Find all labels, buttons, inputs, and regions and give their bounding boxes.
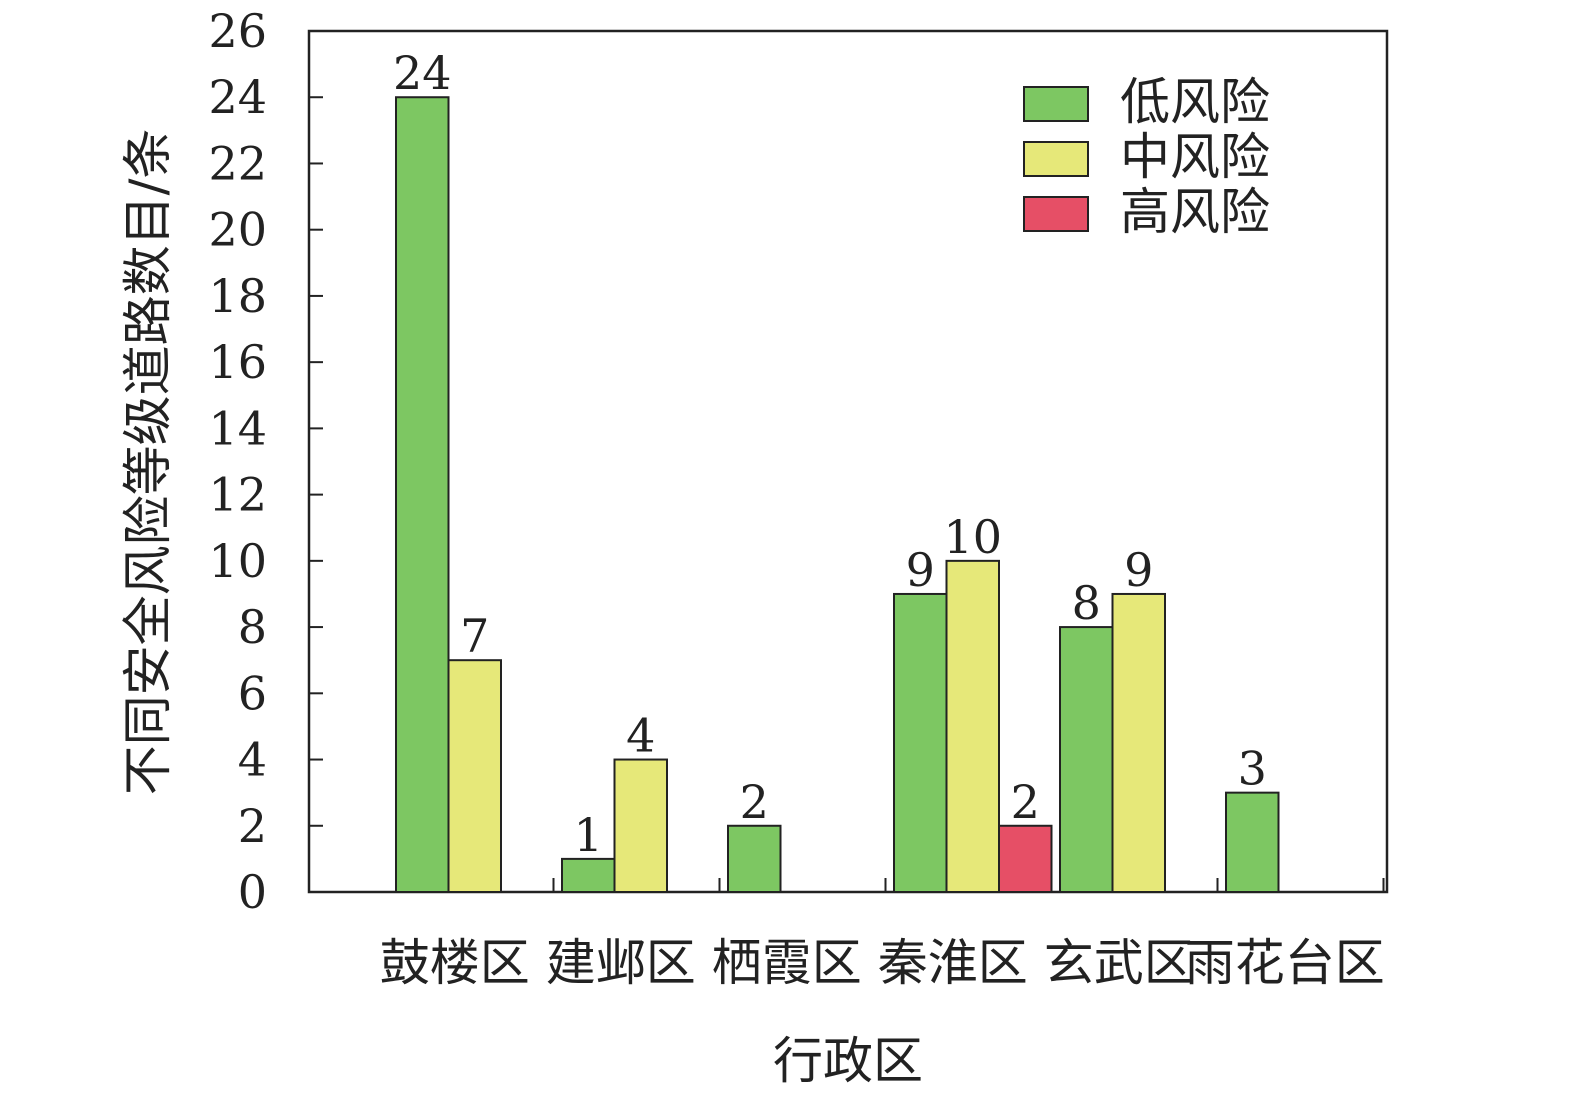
y-tick-label: 6: [238, 666, 267, 720]
data-label: 3: [1238, 742, 1267, 796]
data-label: 7: [460, 609, 489, 663]
bar: [1059, 626, 1114, 893]
y-tick-label: 26: [208, 4, 267, 58]
legend-swatch: [1023, 196, 1089, 232]
x-tick-label: 鼓楼区: [380, 934, 530, 992]
y-tick-label: 24: [208, 70, 267, 124]
bar: [447, 659, 502, 894]
y-tick-label: 14: [208, 401, 267, 455]
legend-label: 中风险: [1120, 128, 1270, 186]
data-label: 2: [1011, 775, 1040, 829]
bar: [945, 559, 1000, 893]
x-tick-label: 秦淮区: [878, 934, 1028, 992]
data-label: 8: [1072, 576, 1101, 630]
bar: [893, 592, 948, 893]
y-tick-label: 10: [208, 534, 267, 588]
y-tick-label: 12: [208, 468, 267, 522]
x-tick-label: 建邺区: [546, 934, 696, 992]
legend-label: 高风险: [1120, 183, 1270, 241]
y-tick-label: 2: [238, 799, 267, 853]
data-label: 10: [943, 510, 1002, 564]
legend-swatch: [1023, 141, 1089, 177]
legend-swatch: [1023, 86, 1089, 122]
y-tick-label: 18: [208, 269, 267, 323]
y-axis-label: 不同安全风险等级道路数目/条: [119, 129, 177, 796]
data-label: 9: [906, 543, 935, 597]
bar: [998, 824, 1053, 893]
y-tick-label: 4: [238, 733, 267, 787]
y-tick-label: 8: [238, 600, 267, 654]
x-axis-label: 行政区: [773, 1032, 923, 1090]
data-label: 2: [740, 775, 769, 829]
bar: [727, 824, 782, 893]
y-tick-label: 16: [208, 335, 267, 389]
x-tick-label: 玄武区: [1044, 934, 1194, 992]
data-label: 9: [1124, 543, 1153, 597]
bars: [395, 96, 1280, 894]
bar: [395, 96, 450, 893]
data-label: 4: [626, 709, 655, 763]
y-tick-label: 20: [208, 203, 267, 257]
bar: [613, 758, 668, 893]
x-tick-label: 雨花台区: [1185, 934, 1385, 992]
legend-label: 低风险: [1120, 73, 1270, 131]
data-label: 24: [393, 46, 452, 100]
x-tick-label: 栖霞区: [712, 934, 862, 992]
bar: [561, 857, 616, 894]
y-tick-label: 0: [238, 865, 267, 919]
plot-frame: [307, 29, 1389, 894]
bar: [1111, 592, 1166, 893]
y-tick-label: 22: [208, 136, 267, 190]
bar: [1225, 791, 1280, 894]
data-label: 1: [574, 808, 603, 862]
